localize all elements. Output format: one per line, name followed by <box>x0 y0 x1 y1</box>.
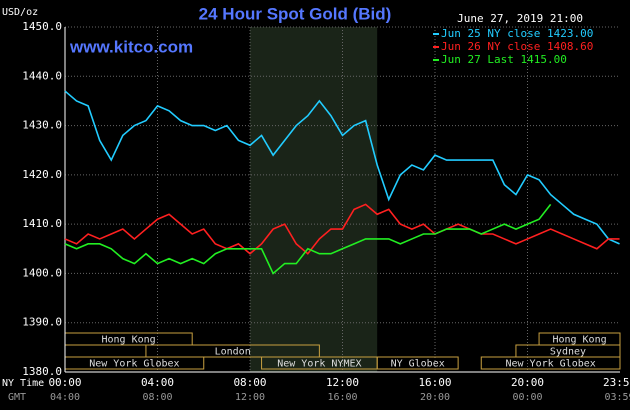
series-line <box>64 203 620 255</box>
x-tick-label: 16:00 <box>418 376 451 389</box>
x2-tick-label: 16:00 <box>327 392 357 403</box>
x2-tick-label: 00:00 <box>512 392 542 403</box>
legend-entry: Jun 26 NY close 1408.60 <box>441 40 593 53</box>
x-axis-label: NY Time <box>2 378 44 389</box>
series-line <box>64 90 620 245</box>
session-label: New York NYMEX <box>277 359 361 370</box>
y-tick-label: 1420.0 <box>22 168 62 181</box>
y-tick-label: 1410.0 <box>22 217 62 230</box>
x2-tick-label: 04:00 <box>50 392 80 403</box>
y-tick-label: 1450.0 <box>22 20 62 33</box>
legend-entry: Jun 27 Last 1415.00 <box>441 53 567 66</box>
x2-axis-label: GMT <box>8 392 26 403</box>
session-label: Hong Kong <box>102 335 156 346</box>
y-tick-label: 1380.0 <box>22 365 62 378</box>
legend-entry: Jun 25 NY close 1423.00 <box>441 27 593 40</box>
y-tick-label: 1430.0 <box>22 119 62 132</box>
session-label: NY Globex <box>391 359 445 370</box>
session-label: New York Globex <box>89 359 179 370</box>
x2-tick-label: 20:00 <box>420 392 450 403</box>
x-tick-label: 04:00 <box>141 376 174 389</box>
series-line <box>64 203 552 275</box>
session-bar <box>480 356 621 370</box>
x-tick-label: 00:00 <box>48 376 81 389</box>
x2-tick-label: 12:00 <box>235 392 265 403</box>
y-axis-label: USD/oz <box>2 7 38 18</box>
x-tick-label: 08:00 <box>233 376 266 389</box>
timestamp: June 27, 2019 21:00 <box>457 12 583 25</box>
session-label: New York Globex <box>505 359 595 370</box>
x-tick-label: 12:00 <box>326 376 359 389</box>
chart-title: 24 Hour Spot Gold (Bid) <box>199 4 392 23</box>
session-label: Hong Kong <box>552 335 606 346</box>
y-tick-label: 1440.0 <box>22 69 62 82</box>
session-label: Sydney <box>550 347 586 358</box>
session-bar <box>145 344 320 358</box>
x-tick-label: 23:59 <box>603 376 630 389</box>
y-tick-label: 1390.0 <box>22 316 62 329</box>
x-tick-label: 20:00 <box>511 376 544 389</box>
x2-tick-label: 08:00 <box>142 392 172 403</box>
session-bar <box>376 356 459 370</box>
highlight-region <box>250 27 378 372</box>
watermark: www.kitco.com <box>69 37 193 56</box>
x2-tick-label: 03:59 <box>604 392 630 403</box>
y-tick-label: 1400.0 <box>22 266 62 279</box>
session-label: London <box>215 347 251 358</box>
